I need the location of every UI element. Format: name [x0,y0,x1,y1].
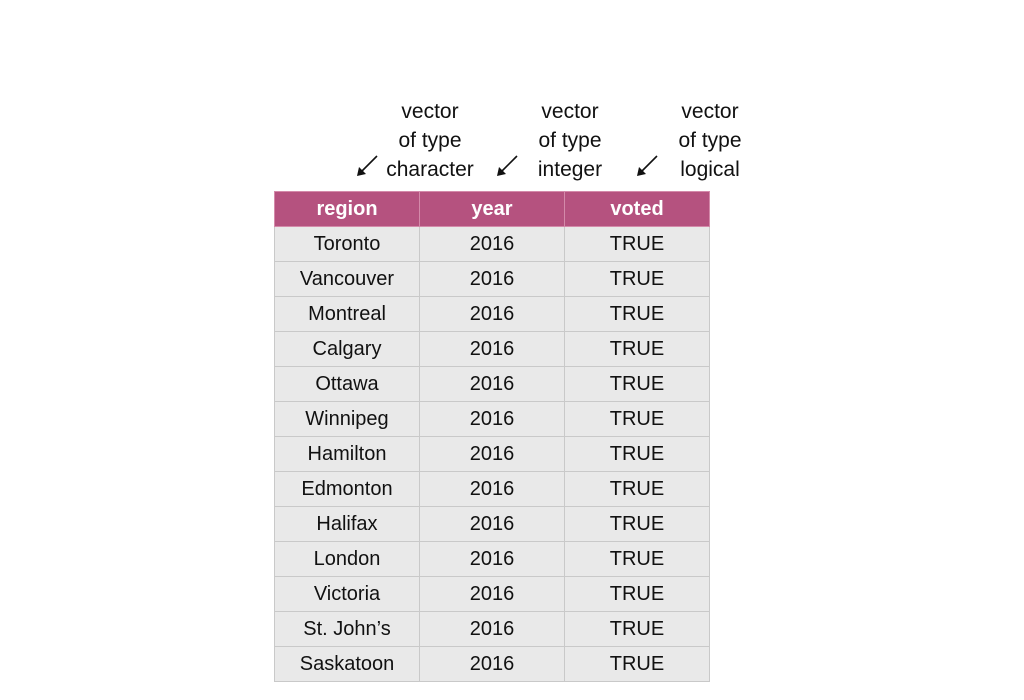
voted-cell: TRUE [564,296,710,332]
region-cell: Hamilton [274,436,420,472]
year-cell: 2016 [419,611,565,647]
annotation-line: of type [538,129,602,152]
voted-cell: TRUE [564,366,710,402]
table-row: Victoria 2016 TRUE [274,576,710,612]
table-row: Vancouver 2016 TRUE [274,261,710,297]
region-cell: Calgary [274,331,420,367]
year-cell: 2016 [419,541,565,577]
table-row: Winnipeg 2016 TRUE [274,401,710,437]
voted-cell: TRUE [564,331,710,367]
table-row: Halifax 2016 TRUE [274,506,710,542]
table-row: Hamilton 2016 TRUE [274,436,710,472]
annotation-line: vector [681,100,739,123]
voted-cell: TRUE [564,646,710,682]
region-cell: Winnipeg [274,401,420,437]
region-cell: Vancouver [274,261,420,297]
column-header-voted: voted [564,191,710,227]
column-header-year: year [419,191,565,227]
year-cell: 2016 [419,646,565,682]
region-cell: Halifax [274,506,420,542]
year-cell: 2016 [419,331,565,367]
region-cell: St. John’s [274,611,420,647]
year-cell: 2016 [419,261,565,297]
annotation-line: logical [680,158,740,181]
table-row: Calgary 2016 TRUE [274,331,710,367]
year-cell: 2016 [419,576,565,612]
column-header-region: region [274,191,420,227]
voted-cell: TRUE [564,541,710,577]
region-cell: Toronto [274,226,420,262]
region-cell: Victoria [274,576,420,612]
annotation-line: vector [541,100,599,123]
table-header-row: region year voted [274,191,710,227]
table-row: Montreal 2016 TRUE [274,296,710,332]
year-cell: 2016 [419,226,565,262]
arrow-down-left-icon [637,155,658,176]
region-cell: London [274,541,420,577]
year-cell: 2016 [419,401,565,437]
table-row: Ottawa 2016 TRUE [274,366,710,402]
table-row: Edmonton 2016 TRUE [274,471,710,507]
voted-column-type-annotation: vector of type logical [640,97,780,184]
region-cell: Ottawa [274,366,420,402]
year-column-type-annotation: vector of type integer [500,97,640,184]
year-cell: 2016 [419,366,565,402]
voted-cell: TRUE [564,506,710,542]
arrow-down-left-icon [357,155,378,176]
region-column-type-annotation: vector of type character [360,97,500,184]
voted-cell: TRUE [564,436,710,472]
year-cell: 2016 [419,506,565,542]
table-body: Toronto 2016 TRUE Vancouver 2016 TRUE Montreal… [274,226,710,682]
voted-cell: TRUE [564,611,710,647]
table-row: St. John’s 2016 TRUE [274,611,710,647]
annotation-line: of type [398,129,462,152]
region-cell: Montreal [274,296,420,332]
voted-cell: TRUE [564,261,710,297]
voted-cell: TRUE [564,471,710,507]
year-cell: 2016 [419,471,565,507]
table-row: Toronto 2016 TRUE [274,226,710,262]
data-frame-table: region year voted Toronto 2016 TRUE Vancouv… [274,191,710,682]
voted-cell: TRUE [564,226,710,262]
table-row: Saskatoon 2016 TRUE [274,646,710,682]
annotation-line: of type [678,129,742,152]
year-cell: 2016 [419,436,565,472]
voted-cell: TRUE [564,401,710,437]
annotation-line: integer [537,158,603,181]
arrow-down-left-icon [497,155,518,176]
voted-cell: TRUE [564,576,710,612]
annotation-line: vector [401,100,459,123]
year-cell: 2016 [419,296,565,332]
table-row: London 2016 TRUE [274,541,710,577]
region-cell: Saskatoon [274,646,420,682]
region-cell: Edmonton [274,471,420,507]
annotation-line: character [386,158,474,181]
